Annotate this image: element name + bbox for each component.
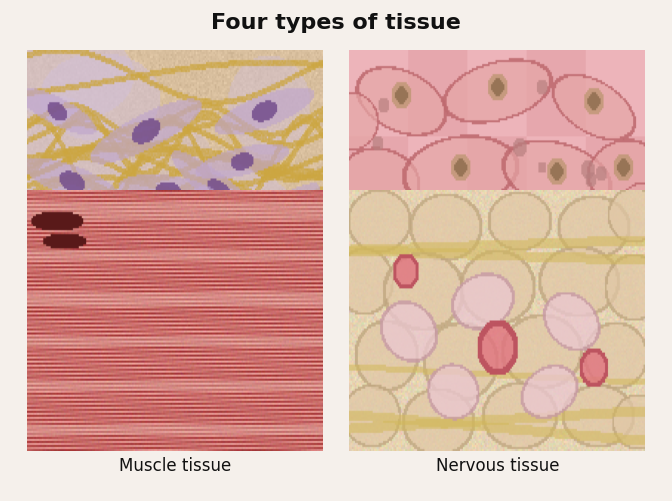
Text: Muscle tissue: Muscle tissue (118, 457, 231, 475)
Text: Four types of tissue: Four types of tissue (211, 13, 461, 33)
Text: Connective tissue: Connective tissue (101, 309, 249, 327)
Text: Epithelial tissue: Epithelial tissue (431, 309, 563, 327)
Text: Nervous tissue: Nervous tissue (435, 457, 559, 475)
